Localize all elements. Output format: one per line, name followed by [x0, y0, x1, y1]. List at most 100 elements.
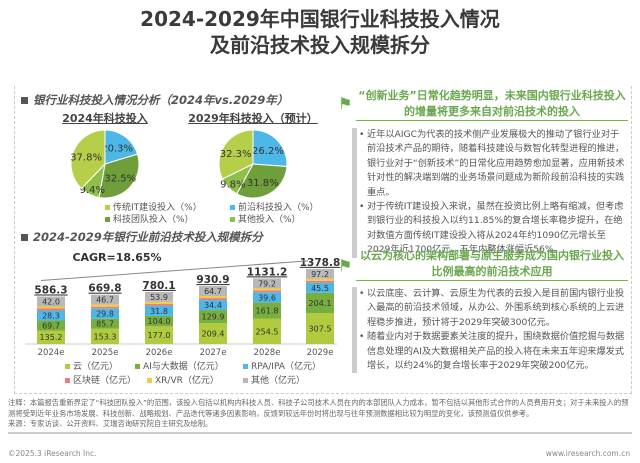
bar-segment: [91, 304, 119, 307]
bar-segment: [145, 291, 173, 302]
bar-segment: [91, 318, 119, 329]
pie-slice: [236, 163, 288, 199]
bar-segment: [199, 310, 227, 324]
bar-segment: [306, 280, 334, 283]
pie-charts: 20.3% 32.5%9.4% 37.8% 26.2% 31.8%9.8% 32.3%: [70, 129, 288, 199]
insight-heading-2: 以云为核心的架构部署与原生服务成为国内银行业投入比例最高的前沿技术应用: [356, 248, 628, 281]
bar-value-label: 79.2: [258, 279, 276, 288]
bar-segment: [306, 268, 334, 279]
pie-slice: [70, 129, 106, 190]
pie-value-label: 32.5%: [104, 174, 136, 185]
bar-segment: [199, 300, 227, 311]
bar-value-label: 161.8: [256, 306, 279, 315]
section-heading-text: 银行业科技投入情况分析（2024年vs.2029年）: [33, 93, 289, 107]
pie-value-label: 37.8%: [70, 152, 102, 163]
bar-segment: [37, 308, 65, 311]
legend-item: 区块链（亿元）: [65, 376, 136, 387]
legend-item: AI与大数据（亿元）: [135, 362, 224, 373]
title-line-1: 2024-2029年中国银行业科技投入情况: [140, 7, 500, 31]
bar-segment: [37, 306, 65, 309]
bar-value-label: 177.0: [148, 331, 171, 340]
bar-value-label: 29.8: [96, 310, 114, 319]
bar-value-label: 85.7: [96, 320, 114, 329]
insight-heading-1: “创新业务”日常化趋势明显，未来国内银行业科技投入的增量将更多来自对前沿技术的投…: [356, 88, 628, 121]
x-tick-label: 2029e: [307, 348, 334, 358]
bar-segment: [253, 278, 281, 289]
bar-segment: [199, 323, 227, 344]
bar-segment: [199, 296, 227, 299]
x-tick-label: 2026e: [146, 348, 173, 358]
bar-segment: [37, 320, 65, 331]
bar-value-label: 34.4: [204, 301, 222, 310]
section-heading-text: 2024-2029年银行业前沿技术投入规模拆分: [33, 230, 263, 244]
title-line-2: 及前沿技术投入规模拆分: [210, 33, 430, 57]
bar-value-label: 64.7: [204, 287, 222, 296]
bar-value-label: 45.5: [311, 284, 329, 293]
bar-segment: [37, 296, 65, 307]
bar-segment: [199, 286, 227, 297]
bar-total-label: 780.1: [142, 280, 175, 292]
bar-segment: [145, 301, 173, 304]
bar-segment: [145, 305, 173, 316]
copyright: ©2025.3 iResearch Inc.: [8, 449, 97, 458]
bar-legend: 云（亿元） AI与大数据（亿元） RPA/IPA（亿元） 区块链（亿元） XR/VR（亿…: [65, 362, 335, 390]
bar-segment: [145, 326, 173, 344]
bar-segment: [306, 313, 334, 344]
bar-segment: [306, 278, 334, 281]
footnote: 注释：本篇报告重新界定了“科技团队投入”的范围，该投入包括以机构内科技人员、科技…: [8, 398, 632, 434]
x-tick-label: 2024e: [38, 348, 65, 358]
bar-segment: [145, 315, 173, 327]
bar-segment: [91, 306, 119, 309]
page-title: 2024-2029年中国银行业科技投入情况 及前沿技术投入规模拆分: [0, 6, 640, 58]
legend-frontier-tech: 前沿科技投入（%）: [230, 203, 319, 214]
bar-segment: [37, 310, 65, 321]
bar-segment: [91, 294, 119, 305]
pie-value-label: 9.8%: [220, 179, 245, 190]
flag-icon: ⚑: [338, 256, 353, 275]
bar-value-label: 69.7: [42, 321, 60, 330]
bar-total-label: 669.8: [88, 283, 121, 295]
bar-segment: [253, 318, 281, 344]
bullets-1: 近年以AIGC为代表的技术侧产业发展极大的推动了银行业对于前沿技术产品的期待，随…: [352, 128, 628, 258]
bar-value-label: 46.7: [96, 296, 114, 305]
legend-item: RPA/IPA（亿元）: [243, 362, 321, 373]
pie-slice: [104, 129, 139, 165]
note-text: 注释：本篇报告重新界定了“科技团队投入”的范围，该投入包括以机构内科技人员、科技…: [8, 398, 629, 418]
bar-segment: [306, 292, 334, 314]
legend-item: XR/VR（亿元）: [147, 376, 219, 387]
bar-segment: [253, 302, 281, 319]
legend-tech-team: 科技团队投入（%）: [105, 215, 194, 226]
pie-slice: [252, 129, 288, 168]
bullet-item: 以云底座、云计算、云原生为代表的云投入是目前国内银行业投入最高的前沿技术领域，从…: [359, 287, 628, 330]
pie-value-label: 9.4%: [80, 185, 105, 196]
bar-value-label: 28.3: [42, 311, 60, 320]
pie-slice: [218, 129, 254, 180]
flag-icon: ⚑: [338, 94, 353, 113]
legend-traditional-it: 传统IT建设投入（%）: [105, 203, 202, 214]
bullet-item: 对于传统IT建设投入来说，虽然在投资比例上略有缩减，但考虑到银行业的科技投入以约…: [359, 200, 628, 258]
bar-segment: [37, 330, 65, 344]
source-text: 来源：专家访谈、公开资料、艾瑞咨询研究院自主研究及绘制。: [8, 419, 213, 428]
x-tick-label: 2028e: [254, 348, 281, 358]
website-url: www.iresearch.com.cn: [545, 449, 630, 458]
bar-value-label: 42.0: [42, 297, 60, 306]
bar-value-label: 39.6: [258, 293, 276, 302]
bar-value-label: 204.1: [309, 299, 332, 308]
cagr-annotation: CAGR=18.65%: [72, 251, 161, 264]
x-tick-label: 2027e: [200, 348, 227, 358]
bar-segment: [199, 298, 227, 301]
bar-value-label: 209.4: [202, 330, 225, 339]
bar-value-label: 135.2: [40, 333, 63, 342]
bar-segment: [253, 288, 281, 291]
legend-item: 其他（亿元）: [243, 376, 305, 387]
bar-segment: [145, 303, 173, 306]
bar-total-label: 586.3: [34, 284, 67, 296]
bar-value-label: 53.9: [150, 293, 168, 302]
bullets-2: 以云底座、云计算、云原生为代表的云投入是目前国内银行业投入最高的前沿技术领域，从…: [352, 287, 628, 374]
cagr-arrow: [40, 260, 309, 281]
bullet-item: 近年以AIGC为代表的技术侧产业发展极大的推动了银行业对于前沿技术产品的期待，随…: [359, 128, 628, 200]
bar-value-label: 129.9: [202, 313, 225, 322]
pie-value-label: 26.2%: [252, 146, 284, 157]
bar-value-label: 104.0: [148, 317, 171, 326]
